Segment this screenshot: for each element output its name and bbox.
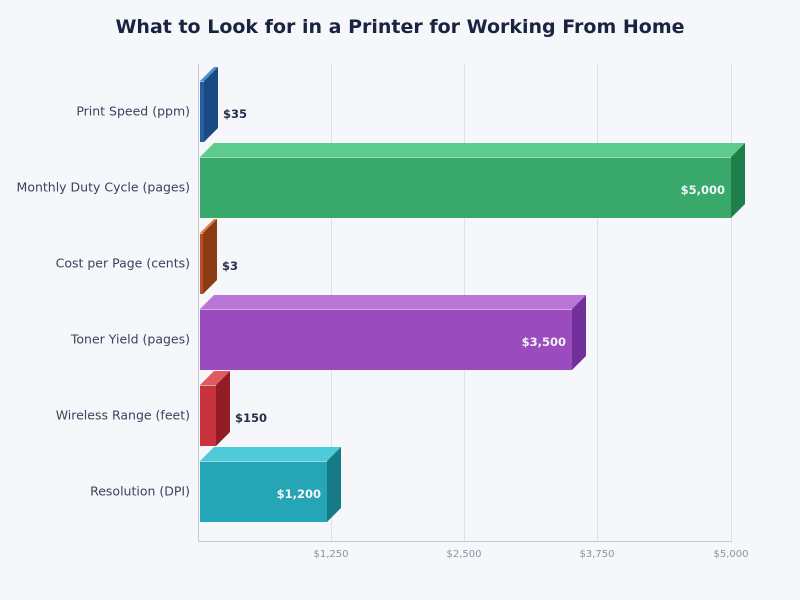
bar [200,67,218,142]
bar-side-face [327,447,341,522]
bar [200,143,745,218]
bar-top-face [200,447,341,461]
bar-side-face [204,67,218,142]
x-tick-label: $1,250 [313,549,349,560]
bar-front-face [200,385,216,446]
bar [200,447,341,522]
bar-front-face [200,157,731,218]
bar-side-face [216,371,230,446]
category-label: Wireless Range (feet) [55,407,190,423]
bar [200,295,586,370]
category-label: Cost per Page (cents) [55,255,190,271]
bar-side-face [731,143,745,218]
bar-value-label: $150 [235,410,268,425]
bar-front-face [200,461,327,522]
bar-front-face [200,309,572,370]
bar-top-face [200,295,586,309]
bar-front-face [200,81,204,142]
category-label: Print Speed (ppm) [76,103,190,119]
x-tick-label: $5,000 [713,549,749,560]
bar-side-face [203,219,217,294]
gridline [731,64,732,541]
category-label: Resolution (DPI) [90,483,190,499]
x-axis-line [198,541,732,542]
bar-value-label: $1,200 [276,486,321,501]
bar-value-label: $5,000 [680,182,725,197]
y-axis-line [198,64,199,541]
bar-value-label: $35 [223,106,248,121]
chart-title: What to Look for in a Printer for Workin… [115,16,685,38]
bar-value-label: $3,500 [521,334,566,349]
bar-side-face [572,295,586,370]
bar [200,219,217,294]
category-label: Toner Yield (pages) [70,331,190,347]
x-tick-label: $3,750 [579,549,615,560]
bar [200,371,230,446]
gridline [597,64,598,541]
category-label: Monthly Duty Cycle (pages) [16,179,190,195]
x-tick-label: $2,500 [446,549,482,560]
bar-top-face [200,143,745,157]
bar-front-face [200,233,203,294]
bar-value-label: $3 [222,258,239,273]
